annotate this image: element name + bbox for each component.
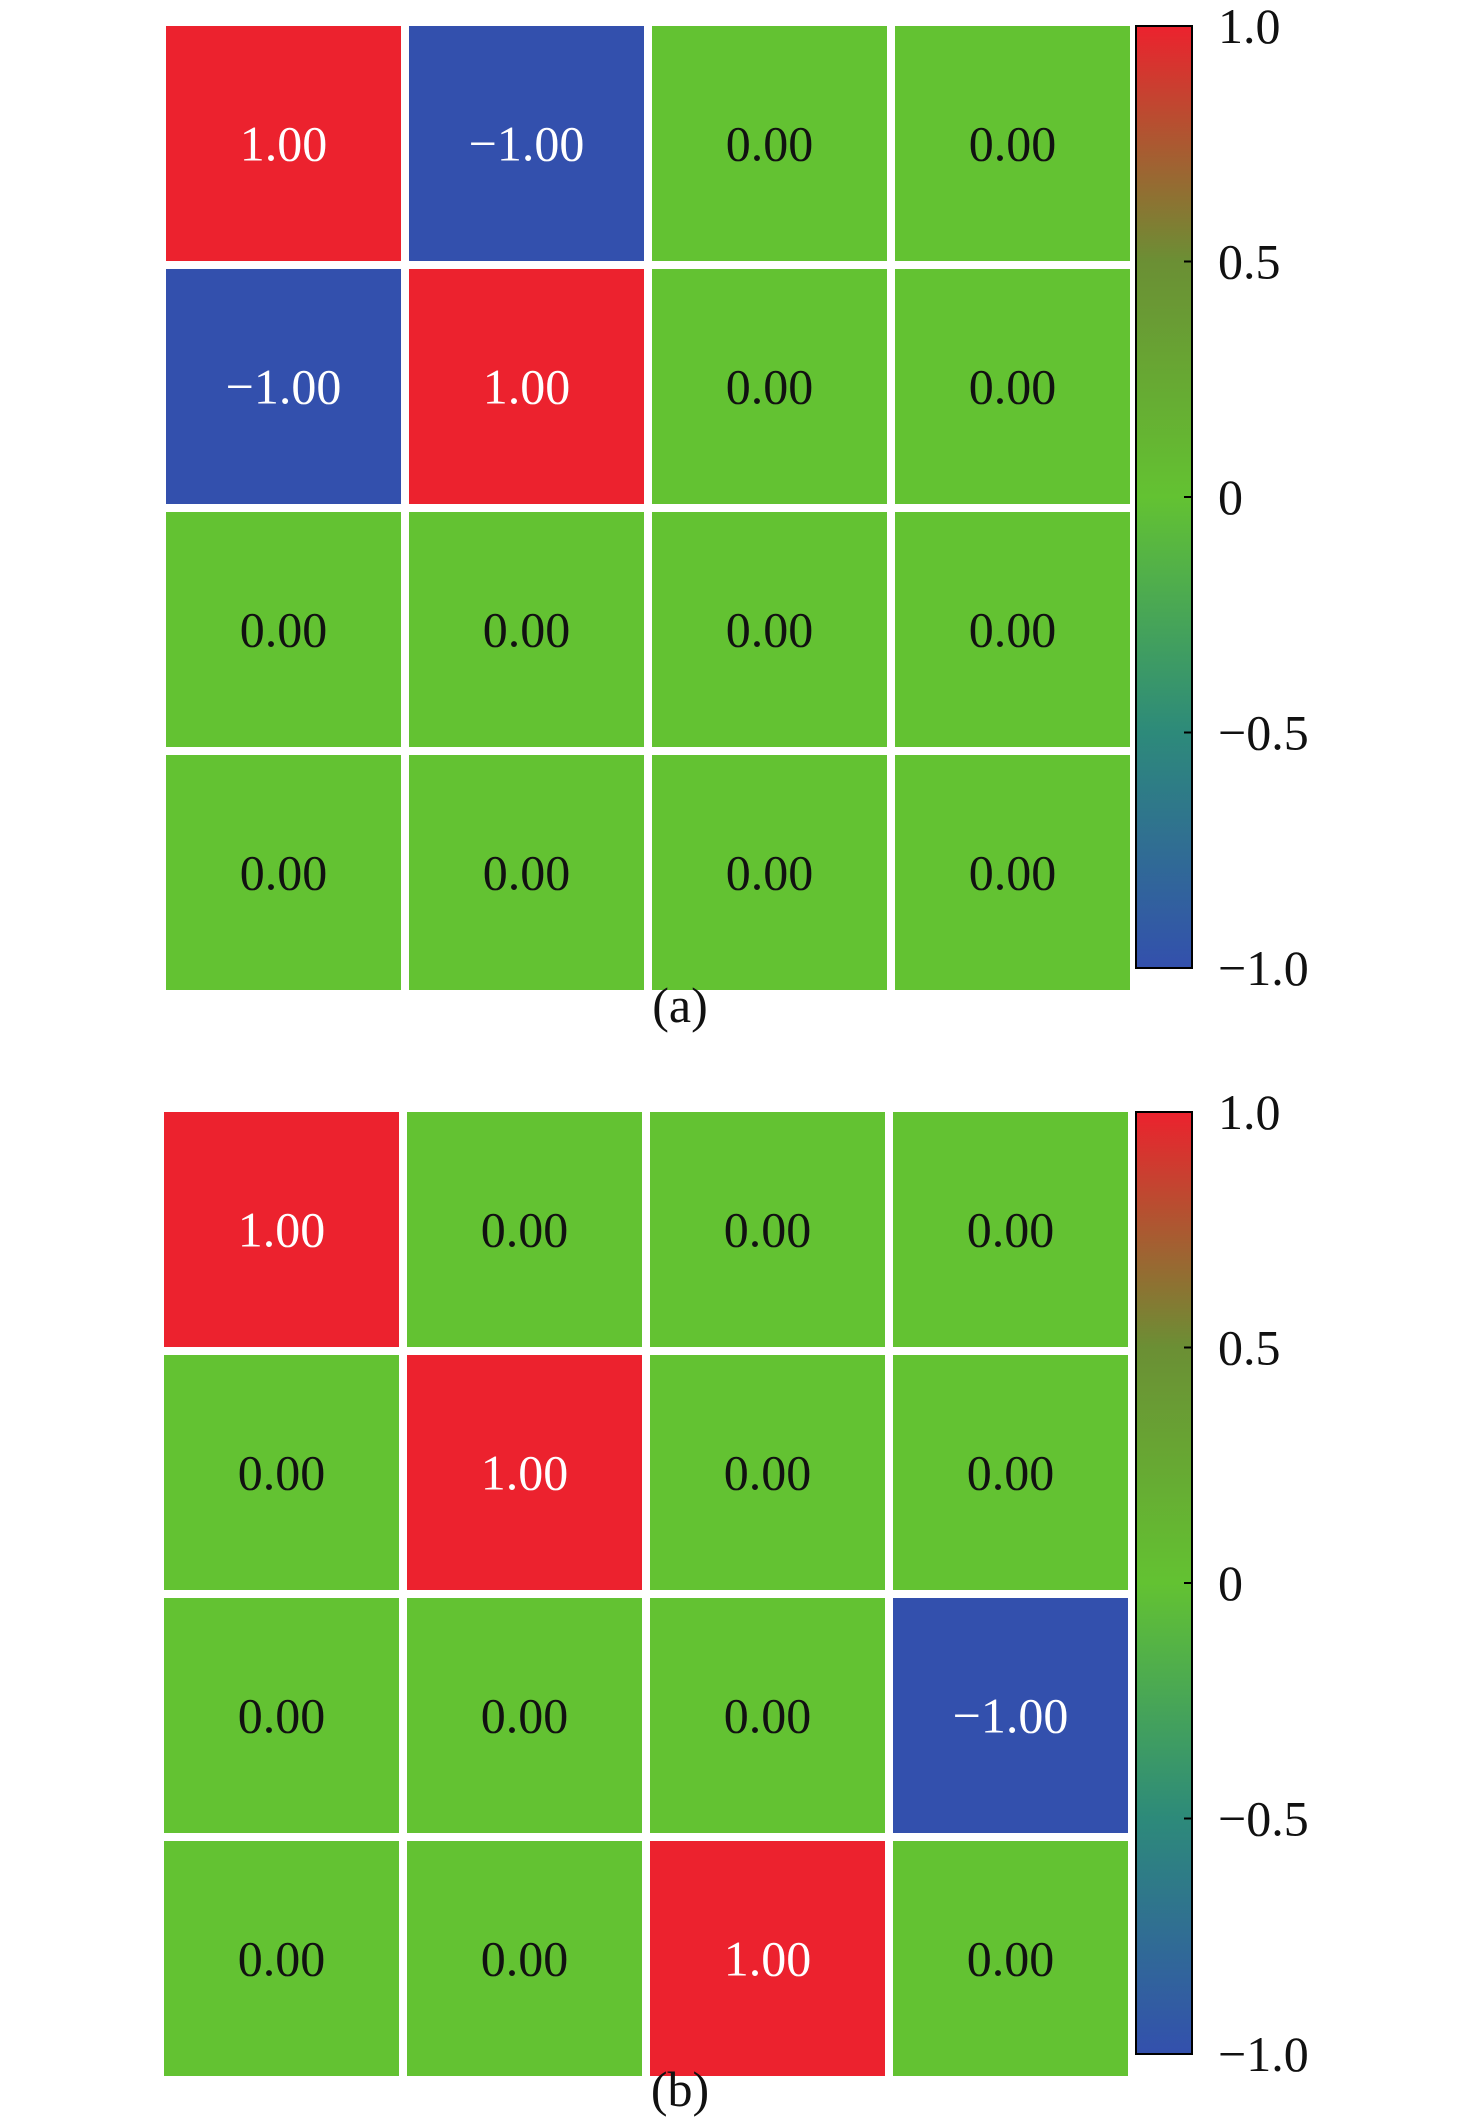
cell-value-label: 0.00: [969, 116, 1057, 172]
cell-value-label: 1.00: [240, 116, 328, 172]
heatmap-cell-r2-c3: [895, 512, 1130, 747]
cell-value-label: 0.00: [238, 1445, 326, 1501]
cell-value-label: 0.00: [724, 1688, 812, 1744]
cell-value-label: 0.00: [483, 602, 571, 658]
cell-value-label: 0.00: [967, 1445, 1055, 1501]
heatmap-panel-a: 1.00 −1.00 0.00 0.00−1.00 1.00 0.00 0.000.00 0.…: [166, 0, 1309, 1033]
heatmap-cell-r0-c2: [650, 1112, 885, 1347]
cell-value-label: 1.00: [724, 1931, 812, 1987]
heatmap-cell-r1-c3: [895, 269, 1130, 504]
colorbar: [1135, 25, 1193, 969]
cell-value-label: 0.00: [967, 1202, 1055, 1258]
cell-value-label: 0.00: [240, 845, 328, 901]
heatmap-cell-r2-c1: [409, 512, 644, 747]
cell-value-label: 0.00: [483, 845, 571, 901]
cell-value-label: 1.00: [483, 359, 571, 415]
heatmap-cell-r3-c0: [164, 1841, 399, 2076]
heatmap-cell-r0-c2: [652, 26, 887, 261]
heatmap-cell-r3-c3: [895, 755, 1130, 990]
cell-value-label: 0.00: [726, 116, 814, 172]
heatmap-cell-r2-c2: [652, 512, 887, 747]
cell-value-label: 0.00: [240, 602, 328, 658]
colorbar-tick-label: 0: [1218, 469, 1243, 525]
heatmap-cell-r3-c2: [652, 755, 887, 990]
heatmap-cell-r3-c2: [650, 1841, 885, 2076]
cell-value-label: −1.00: [469, 116, 585, 172]
heatmap-cell-r0-c1: [409, 26, 644, 261]
cell-value-label: 0.00: [481, 1688, 569, 1744]
heatmap-cell-r1-c1: [409, 269, 644, 504]
heatmap-cell-r3-c0: [166, 755, 401, 990]
colorbar-tick-label: 0.5: [1218, 1320, 1281, 1376]
heatmap-cell-r1-c0: [166, 269, 401, 504]
cell-value-label: 0.00: [481, 1202, 569, 1258]
heatmap-cell-r2-c2: [650, 1598, 885, 1833]
heatmap-cell-r3-c3: [893, 1841, 1128, 2076]
cell-value-label: 0.00: [726, 359, 814, 415]
heatmap-cell-r2-c1: [407, 1598, 642, 1833]
heatmap-cell-r0-c1: [407, 1112, 642, 1347]
heatmap-cell-r1-c2: [652, 269, 887, 504]
cell-value-label: 0.00: [969, 602, 1057, 658]
colorbar-tick-label: 0.5: [1218, 234, 1281, 290]
cell-value-label: 0.00: [726, 602, 814, 658]
colorbar-tick-label: −0.5: [1218, 1791, 1309, 1847]
heatmap-cell-r0-c3: [893, 1112, 1128, 1347]
heatmap-cell-r2-c3: [893, 1598, 1128, 1833]
cell-value-label: 0.00: [969, 845, 1057, 901]
colorbar-tick-label: −1.0: [1218, 940, 1309, 996]
cell-value-label: 0.00: [967, 1931, 1055, 1987]
heatmap-cell-r2-c0: [166, 512, 401, 747]
heatmap-cell-r0-c0: [166, 26, 401, 261]
cell-value-label: 0.00: [481, 1931, 569, 1987]
cell-value-label: 0.00: [724, 1202, 812, 1258]
cell-value-label: 0.00: [238, 1931, 326, 1987]
cell-value-label: 0.00: [726, 845, 814, 901]
heatmap-cell-r0-c0: [164, 1112, 399, 1347]
cell-value-label: 1.00: [238, 1202, 326, 1258]
cell-value-label: −1.00: [953, 1688, 1069, 1744]
heatmap-cell-r0-c3: [895, 26, 1130, 261]
cell-value-label: 0.00: [238, 1688, 326, 1744]
cell-value-label: −1.00: [226, 359, 342, 415]
heatmap-cell-r1-c0: [164, 1355, 399, 1590]
heatmap-cell-r2-c0: [164, 1598, 399, 1833]
heatmap-cell-r3-c1: [409, 755, 644, 990]
colorbar: [1135, 1111, 1193, 2055]
colorbar-tick-label: 0: [1218, 1555, 1243, 1611]
colorbar-tick-label: −0.5: [1218, 705, 1309, 761]
heatmap-cell-r1-c2: [650, 1355, 885, 1590]
heatmap-cell-r1-c1: [407, 1355, 642, 1590]
heatmap-panel-b: 1.00 0.00 0.00 0.000.00 1.00 0.00 0.000.00 0.00…: [164, 1084, 1309, 2117]
colorbar-tick-label: 1.0: [1218, 0, 1281, 54]
panel-caption: (b): [651, 2061, 709, 2117]
heatmap-cell-r1-c3: [893, 1355, 1128, 1590]
heatmap-cell-r3-c1: [407, 1841, 642, 2076]
cell-value-label: 0.00: [969, 359, 1057, 415]
colorbar-tick-label: 1.0: [1218, 1084, 1281, 1140]
cell-value-label: 1.00: [481, 1445, 569, 1501]
colorbar-tick-label: −1.0: [1218, 2026, 1309, 2082]
cell-value-label: 0.00: [724, 1445, 812, 1501]
panel-caption: (a): [652, 977, 708, 1033]
